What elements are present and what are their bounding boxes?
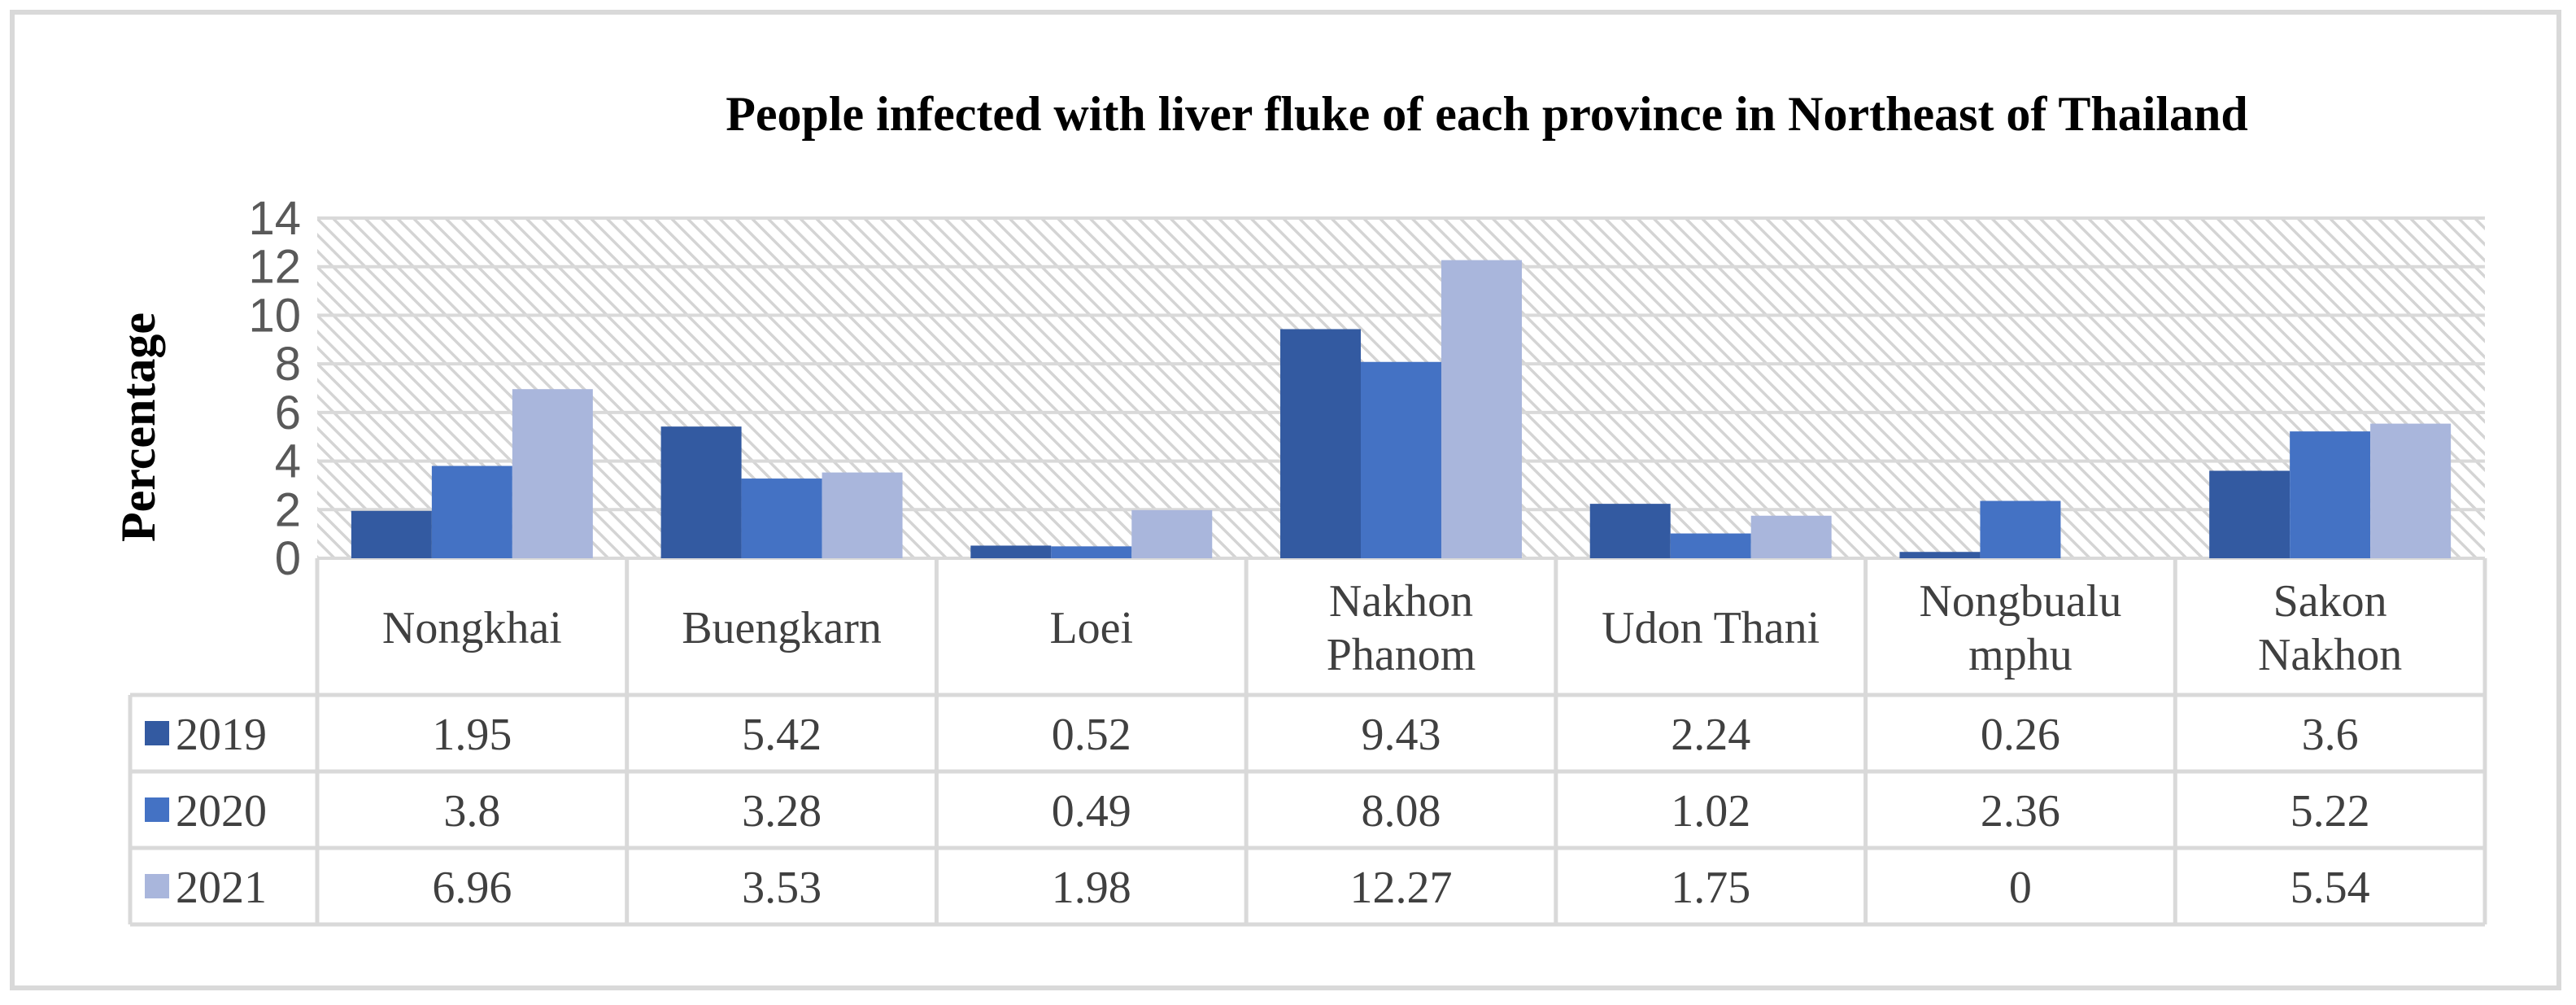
bar-2021-0 bbox=[512, 389, 593, 558]
bar-2019-5 bbox=[1899, 552, 1981, 558]
y-tick-label: 8 bbox=[275, 338, 301, 391]
y-tick-label: 12 bbox=[248, 241, 301, 294]
category-label: Nongbualu bbox=[1919, 576, 2121, 627]
y-tick-label: 0 bbox=[275, 532, 301, 585]
bar-2019-6 bbox=[2209, 470, 2291, 558]
data-label: 3.28 bbox=[742, 786, 822, 837]
category-label: Sakon bbox=[2273, 576, 2387, 627]
data-label: 0.26 bbox=[1981, 710, 2060, 760]
bar-2020-5 bbox=[1980, 500, 2061, 558]
bar-2020-0 bbox=[431, 465, 512, 558]
category-label: mphu bbox=[1968, 630, 2073, 680]
y-tick-label: 14 bbox=[248, 192, 301, 245]
category-label: Nakhon bbox=[2258, 630, 2402, 680]
data-label: 1.75 bbox=[1671, 863, 1750, 913]
data-label: 2.24 bbox=[1671, 710, 1750, 760]
bar-2019-1 bbox=[660, 426, 742, 558]
data-label: 12.27 bbox=[1350, 863, 1453, 913]
bar-2020-2 bbox=[1051, 546, 1132, 558]
bar-2021-3 bbox=[1441, 260, 1522, 558]
bar-2020-1 bbox=[741, 478, 822, 558]
data-label: 1.98 bbox=[1052, 863, 1131, 913]
data-label: 3.8 bbox=[443, 786, 500, 837]
chart-title: People infected with liver fluke of each… bbox=[726, 87, 2248, 141]
y-tick-label: 4 bbox=[275, 435, 301, 488]
category-label: Udon Thani bbox=[1602, 603, 1820, 653]
bar-2019-4 bbox=[1589, 504, 1671, 558]
bar-2019-0 bbox=[351, 510, 432, 558]
data-label: 0 bbox=[2009, 863, 2032, 913]
data-label: 0.52 bbox=[1052, 710, 1131, 760]
bar-2021-4 bbox=[1750, 515, 1832, 558]
data-label: 5.42 bbox=[742, 710, 822, 760]
bar-2019-2 bbox=[970, 545, 1052, 558]
bar-2021-2 bbox=[1131, 509, 1213, 558]
legend-key-2019 bbox=[145, 721, 169, 745]
category-label: Buengkarn bbox=[682, 603, 882, 653]
bar-2021-1 bbox=[822, 472, 903, 558]
bar-2021-6 bbox=[2370, 423, 2452, 558]
data-label: 0.49 bbox=[1052, 786, 1131, 837]
series-name: 2020 bbox=[176, 786, 267, 837]
category-label: Nongkhai bbox=[382, 603, 562, 653]
bar-2020-4 bbox=[1670, 533, 1751, 558]
data-label: 5.22 bbox=[2291, 786, 2370, 837]
data-label: 3.6 bbox=[2302, 710, 2359, 760]
series-name: 2019 bbox=[176, 710, 267, 760]
y-tick-label: 10 bbox=[248, 289, 301, 342]
legend-key-2020 bbox=[145, 797, 169, 822]
bar-2020-3 bbox=[1361, 361, 1441, 558]
data-label: 3.53 bbox=[742, 863, 822, 913]
y-tick-label: 2 bbox=[275, 483, 301, 536]
category-label: Nakhon bbox=[1329, 576, 1473, 627]
data-label: 1.02 bbox=[1671, 786, 1750, 837]
y-axis-label: Percentage bbox=[111, 312, 165, 542]
y-tick-label: 6 bbox=[275, 387, 301, 439]
bar-2019-3 bbox=[1280, 329, 1362, 558]
bar-2020-6 bbox=[2290, 431, 2371, 558]
data-label: 9.43 bbox=[1362, 710, 1441, 760]
data-label: 6.96 bbox=[432, 863, 512, 913]
legend-key-2021 bbox=[145, 874, 169, 898]
data-label: 5.54 bbox=[2291, 863, 2370, 913]
series-name: 2021 bbox=[176, 863, 267, 913]
data-label: 8.08 bbox=[1362, 786, 1441, 837]
category-label: Phanom bbox=[1327, 630, 1476, 680]
data-label: 1.95 bbox=[432, 710, 512, 760]
data-label: 2.36 bbox=[1981, 786, 2060, 837]
category-label: Loei bbox=[1049, 603, 1133, 653]
